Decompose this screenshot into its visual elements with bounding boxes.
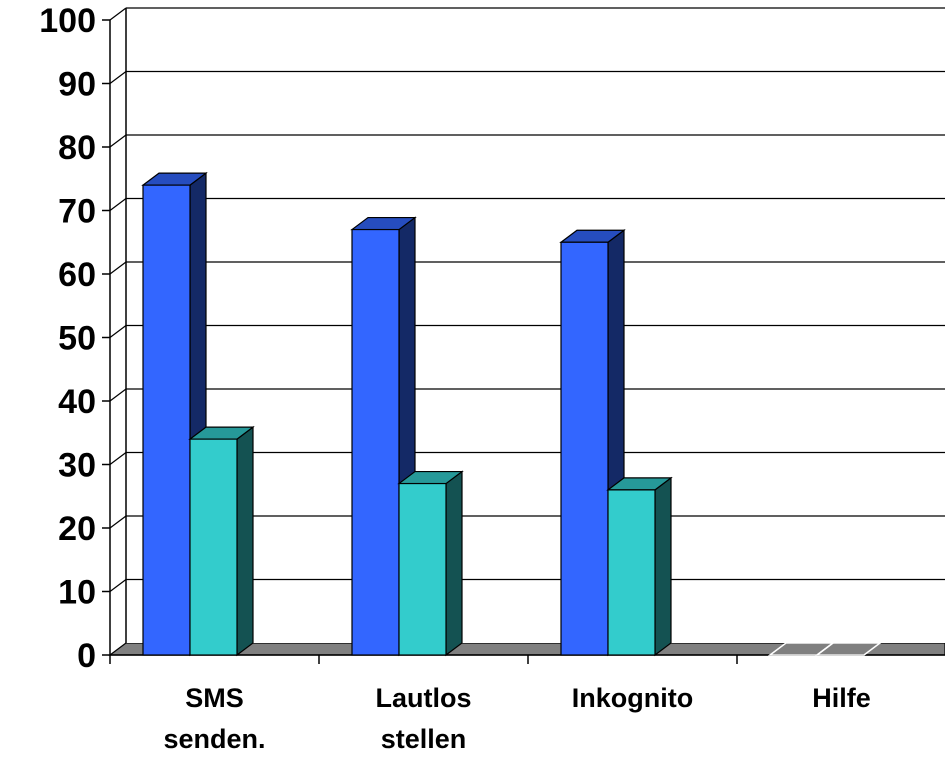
bar [606,476,673,657]
y-tick-label: 10 [58,574,96,612]
y-tick-label: 30 [58,447,96,485]
bar-side [236,425,254,657]
bar [814,642,883,656]
y-tick-label: 60 [58,256,96,294]
gridline-side-90 [109,71,127,84]
gridline-side-80 [109,134,127,148]
bar-empty-top [814,642,883,656]
y-tick-label: 20 [58,510,96,548]
bar [188,425,255,657]
x-tick-label: Lautlos [375,683,471,713]
y-tick-label: 100 [39,2,96,40]
gridline-side-60 [109,261,127,275]
y-axis-tick-labels: 0 10 20 30 40 50 60 70 80 90 100 [39,2,96,675]
bar-front [607,489,656,656]
x-tick-label: SMS [185,683,244,713]
gridline-side-20 [109,515,127,529]
bar-side [654,476,672,657]
x-axis-tick-labels: SMS senden. Lautlos stellen Inkognito Hilfe [163,683,870,754]
bar-front [189,438,238,656]
x-tick-label: Inkognito [572,683,693,713]
gridline-side-30 [109,452,127,465]
gridlines [109,7,945,592]
gridline-side-40 [109,388,127,402]
x-tick-label: stellen [381,724,467,754]
y-tick-label: 80 [58,129,96,167]
bars [141,171,883,657]
y-tick-label: 40 [58,383,96,421]
gridline-side-70 [109,198,127,211]
y-tick-label: 90 [58,66,96,104]
bar-side [445,470,463,657]
gridline-side-50 [109,325,127,338]
y-tick-label: 70 [58,193,96,231]
y-tick-label: 0 [77,637,96,675]
x-tick-label: Hilfe [812,683,871,713]
bar-front [351,228,400,656]
gridline-side-100 [109,7,127,21]
x-tick-label: senden. [163,724,265,754]
bar-front [142,184,191,656]
bar [397,470,464,657]
y-tick-label: 50 [58,320,96,358]
bar-front [560,241,609,656]
bar-front [398,482,447,656]
gridline-side-10 [109,579,127,592]
